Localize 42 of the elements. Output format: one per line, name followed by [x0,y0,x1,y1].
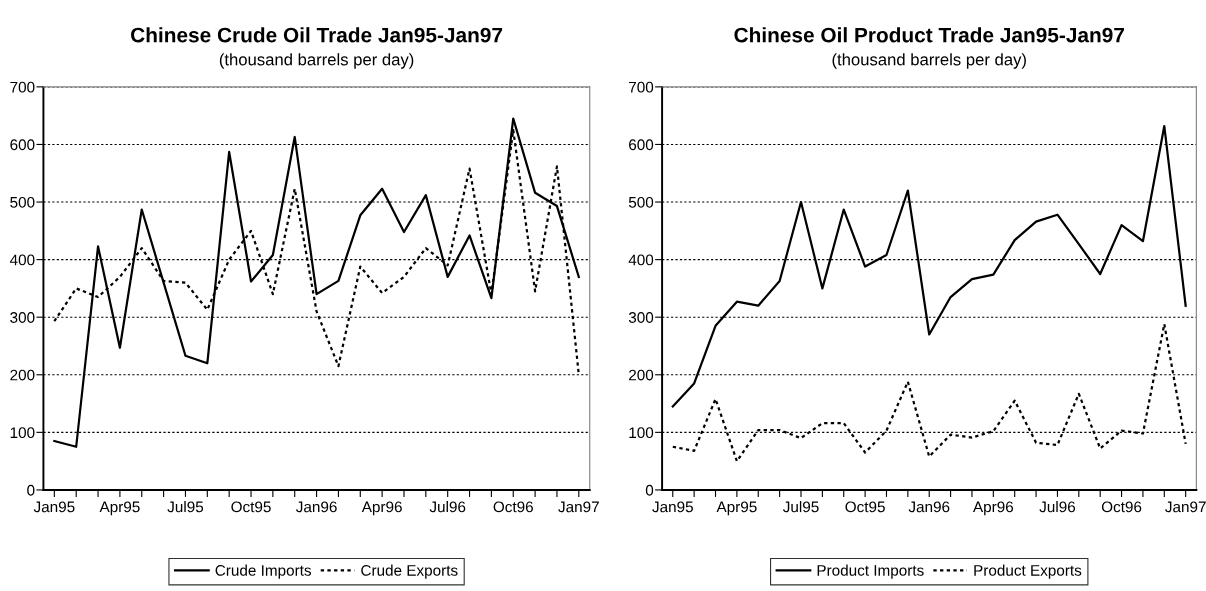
x-tick-label: Oct96 [1101,501,1142,513]
legend-label: Crude Imports [215,564,312,579]
x-tick-label: Oct95 [231,501,271,513]
y-tick-label: 700 [10,81,35,93]
x-tick-label: Jan97 [558,501,599,513]
legend-label: Product Imports [817,564,924,579]
y-tick-label: 300 [10,312,35,323]
y-tick-label: 0 [27,484,35,496]
x-tick-label: Apr95 [99,501,140,516]
x-tick-label: Jul96 [429,501,466,513]
y-tick-label: 400 [9,254,35,266]
x-tick-label: Oct95 [845,501,885,513]
x-tick-label: Apr96 [972,501,1014,516]
y-tick-label: 200 [629,369,654,381]
x-tick-label: Jan96 [296,501,337,513]
y-tick-label: 400 [628,254,654,266]
x-tick-label: Oct96 [493,501,533,513]
y-tick-label: 100 [629,427,654,439]
y-tick-label: 200 [10,369,35,381]
y-tick-label: 100 [10,427,35,439]
y-tick-label: 500 [10,196,35,208]
x-tick-label: Jul96 [1039,501,1076,513]
y-tick-label: 500 [628,196,654,208]
y-tick-label: 0 [645,484,654,496]
x-tick-label: Apr95 [716,501,757,516]
x-tick-label: Apr96 [361,501,402,516]
y-tick-label: 300 [628,312,654,323]
x-tick-label: Jan95 [33,501,75,513]
x-tick-label: Jan97 [1165,501,1206,513]
y-tick-label: 600 [629,139,654,151]
legend-label: Crude Exports [361,564,458,579]
x-tick-label: Jan96 [908,501,950,513]
x-tick-label: Jul95 [167,501,204,513]
chart-subtitle: (thousand barrels per day) [832,53,1026,69]
chart-title: Chinese Oil Product Trade Jan95-Jan97 [734,27,1124,43]
y-tick-label: 600 [10,139,35,151]
x-tick-label: Jan95 [652,501,693,513]
y-tick-label: 700 [629,81,654,93]
x-tick-label: Jul95 [782,501,819,513]
legend-label: Product Exports [974,564,1082,579]
chart-subtitle: (thousand barrels per day) [219,53,414,69]
chart-title: Chinese Crude Oil Trade Jan95-Jan97 [131,27,503,43]
